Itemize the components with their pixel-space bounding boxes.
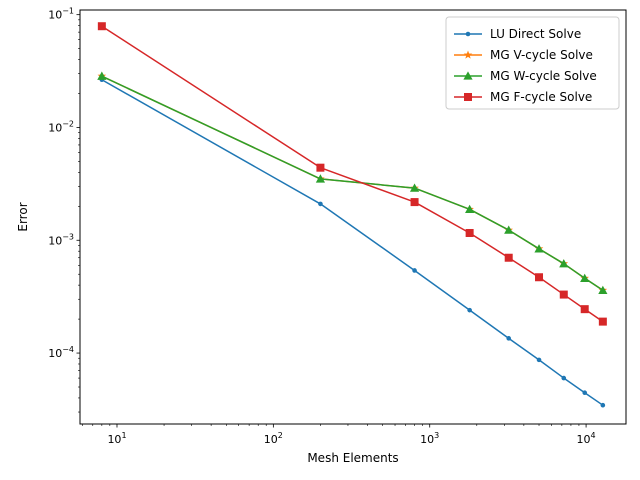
- data-point: [506, 336, 512, 341]
- data-point: [598, 317, 607, 326]
- y-tick-label: 10−2: [48, 119, 74, 134]
- series-mg-w-cycle-solve: [97, 71, 608, 294]
- data-point: [561, 375, 567, 381]
- y-tick-label: 10−1: [48, 7, 74, 22]
- series-lu-direct-solve: [99, 77, 606, 408]
- y-tick-label: 10−3: [48, 232, 74, 247]
- data-point: [467, 307, 472, 313]
- data-point: [534, 244, 544, 253]
- plot-frame: [79, 9, 627, 425]
- series-layer: [97, 22, 608, 408]
- x-tick-label: 102: [264, 431, 283, 446]
- y-axis-label: Error: [16, 202, 30, 231]
- y-tick-label: 10−4: [48, 345, 74, 360]
- legend-item: MG F-cycle Solve: [454, 90, 592, 104]
- y-axis: 10−4 10−3 10−2 10−1: [48, 7, 80, 413]
- data-point: [315, 174, 326, 183]
- data-point: [559, 290, 568, 299]
- data-point: [316, 163, 325, 172]
- legend-marker: [465, 31, 471, 37]
- legend-marker: [463, 50, 473, 59]
- data-point: [318, 201, 323, 207]
- series-mg-f-cycle-solve: [97, 22, 607, 326]
- data-point: [465, 204, 475, 214]
- data-point: [97, 71, 107, 80]
- data-point: [504, 225, 514, 234]
- legend-label: MG V-cycle Solve: [490, 48, 593, 62]
- data-point: [535, 273, 544, 282]
- data-point: [582, 390, 588, 396]
- legend-item: MG W-cycle Solve: [454, 69, 597, 83]
- data-point: [536, 357, 542, 363]
- legend-marker: [463, 71, 473, 80]
- data-point: [580, 273, 590, 282]
- x-tick-label: 101: [107, 431, 126, 446]
- legend-box: [445, 16, 620, 110]
- data-point: [412, 268, 417, 273]
- data-point: [580, 305, 589, 314]
- data-point: [559, 259, 569, 268]
- legend-label: MG W-cycle Solve: [490, 69, 597, 83]
- x-tick-label: 104: [577, 431, 596, 446]
- legend-label: LU Direct Solve: [490, 27, 581, 41]
- legend-marker: [464, 93, 472, 101]
- data-point: [504, 253, 513, 262]
- legend: LU Direct Solve MG V-cycle Solve MG W-cycl…: [445, 16, 620, 110]
- data-point: [97, 22, 106, 31]
- legend-item: MG V-cycle Solve: [454, 48, 593, 62]
- x-axis: 101 102 103 104: [82, 424, 596, 446]
- data-point: [600, 402, 606, 408]
- data-point: [465, 228, 474, 237]
- legend-label: MG F-cycle Solve: [490, 90, 592, 104]
- x-axis-label: Mesh Elements: [307, 451, 398, 465]
- data-point: [410, 198, 419, 207]
- legend-item: LU Direct Solve: [454, 27, 581, 41]
- x-tick-label: 103: [420, 431, 439, 446]
- data-point: [598, 285, 608, 294]
- data-point: [409, 183, 420, 192]
